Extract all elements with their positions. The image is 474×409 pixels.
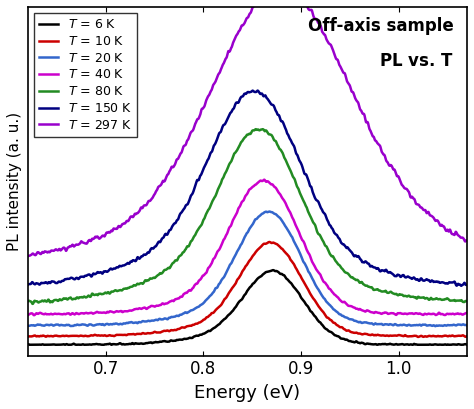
X-axis label: Energy (eV): Energy (eV) [194, 384, 301, 402]
Y-axis label: PL intensity (a. u.): PL intensity (a. u.) [7, 112, 22, 251]
Legend: $T$ = 6 K, $T$ = 10 K, $T$ = 20 K, $T$ = 40 K, $T$ = 80 K, $T$ = 150 K, $T$ = 29: $T$ = 6 K, $T$ = 10 K, $T$ = 20 K, $T$ =… [34, 13, 137, 137]
Text: Off-axis sample: Off-axis sample [308, 18, 454, 36]
Text: PL vs. $\mathbf{T}$: PL vs. $\mathbf{T}$ [379, 52, 454, 70]
